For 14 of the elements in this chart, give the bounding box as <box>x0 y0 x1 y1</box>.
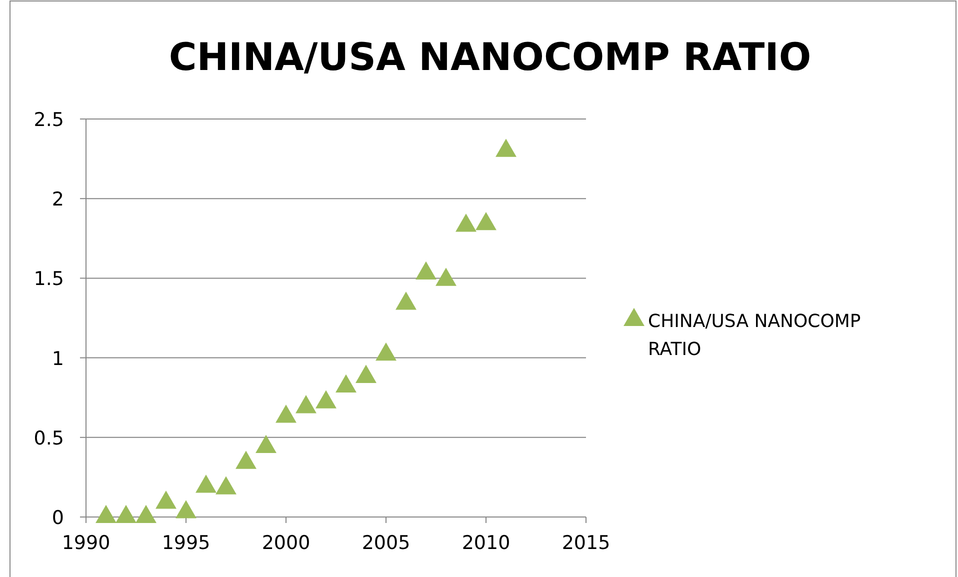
x-tick-label: 2005 <box>362 532 410 554</box>
y-tick-label: 2 <box>52 188 64 211</box>
legend-label: CHINA/USA NANOCOMP RATIO <box>648 311 861 360</box>
x-tick-label: 2015 <box>562 532 610 554</box>
x-tick-label: 2010 <box>462 532 510 554</box>
y-tick-label: 0.5 <box>34 427 64 450</box>
y-tick-label: 0 <box>52 507 64 529</box>
chart-title: CHINA/USA NANOCOMP RATIO <box>168 35 812 79</box>
y-tick-label: 2.5 <box>34 109 64 131</box>
y-tick-label: 1.5 <box>34 268 64 290</box>
y-tick-label: 1 <box>52 348 64 370</box>
x-tick-label: 1990 <box>62 532 110 554</box>
x-tick-label: 2000 <box>262 532 310 554</box>
x-tick-label: 1995 <box>162 532 210 554</box>
